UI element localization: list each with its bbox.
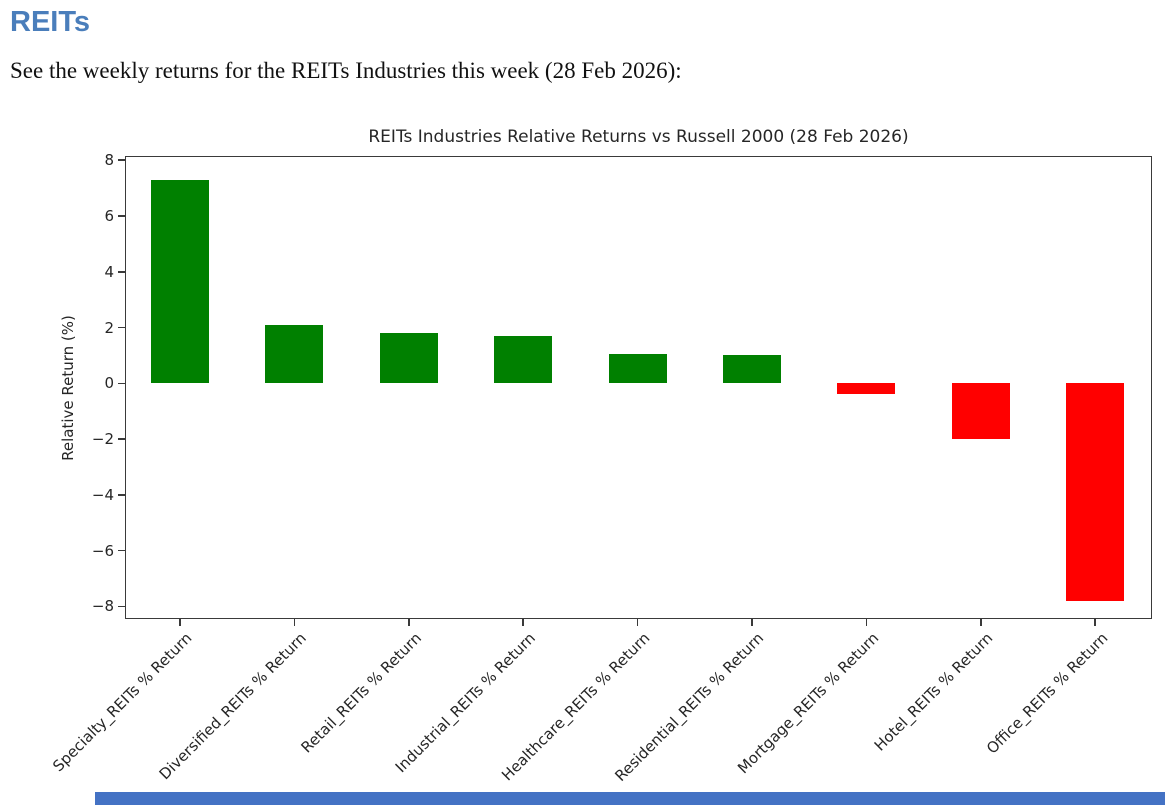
x-tick-mark xyxy=(179,619,181,626)
x-tick-mark xyxy=(636,619,639,626)
y-tick-label: 2 xyxy=(104,318,114,337)
x-tick-mark xyxy=(751,619,753,626)
y-tick-label: 4 xyxy=(104,262,114,281)
y-tick-label: 8 xyxy=(104,151,114,170)
x-tick-label: Retail_REITs % Return xyxy=(297,629,425,757)
x-tick-mark xyxy=(293,619,296,626)
bar-mortgage-reits-return xyxy=(837,383,896,395)
horizontal-scrollbar-thumb[interactable] xyxy=(95,792,1165,805)
x-tick-mark xyxy=(522,619,524,626)
intro-text: See the weekly returns for the REITs Ind… xyxy=(10,58,682,83)
bar-healthcare-reits-return xyxy=(608,354,667,384)
y-tick-label: −8 xyxy=(91,597,114,616)
x-tick-mark xyxy=(865,619,868,626)
y-tick-label: −4 xyxy=(91,485,114,504)
y-tick-mark xyxy=(118,494,125,496)
bar-residential-reits-return xyxy=(723,355,781,384)
x-tick-label: Office_REITs % Return xyxy=(982,629,1111,758)
y-tick-label: 6 xyxy=(104,206,114,225)
y-tick-mark xyxy=(118,382,125,385)
y-tick-mark xyxy=(118,326,125,329)
bar-diversified-reits-return xyxy=(265,324,324,384)
reits-relative-returns-chart: REITs Industries Relative Returns vs Rus… xyxy=(0,118,1165,805)
y-tick-label: −6 xyxy=(91,541,114,560)
x-tick-label: Hotel_REITs % Return xyxy=(870,629,997,755)
y-tick-mark xyxy=(118,605,125,608)
bar-industrial-reits-return xyxy=(494,335,553,384)
y-tick-mark xyxy=(118,271,125,273)
page-title: REITs xyxy=(10,6,91,38)
x-tick-mark xyxy=(980,619,982,626)
chart-title: REITs Industries Relative Returns vs Rus… xyxy=(368,127,909,147)
bar-specialty-reits-return xyxy=(151,179,209,384)
y-tick-mark xyxy=(118,549,125,552)
y-tick-label: 0 xyxy=(104,374,114,393)
y-tick-label: −2 xyxy=(91,430,114,449)
bar-retail-reits-return xyxy=(379,333,438,384)
bar-hotel-reits-return xyxy=(951,383,1010,440)
bar-office-reits-return xyxy=(1066,383,1125,601)
y-tick-mark xyxy=(118,159,125,161)
x-tick-mark xyxy=(1094,619,1096,626)
y-tick-mark xyxy=(118,215,125,217)
x-tick-mark xyxy=(408,619,410,626)
y-tick-mark xyxy=(118,438,125,440)
